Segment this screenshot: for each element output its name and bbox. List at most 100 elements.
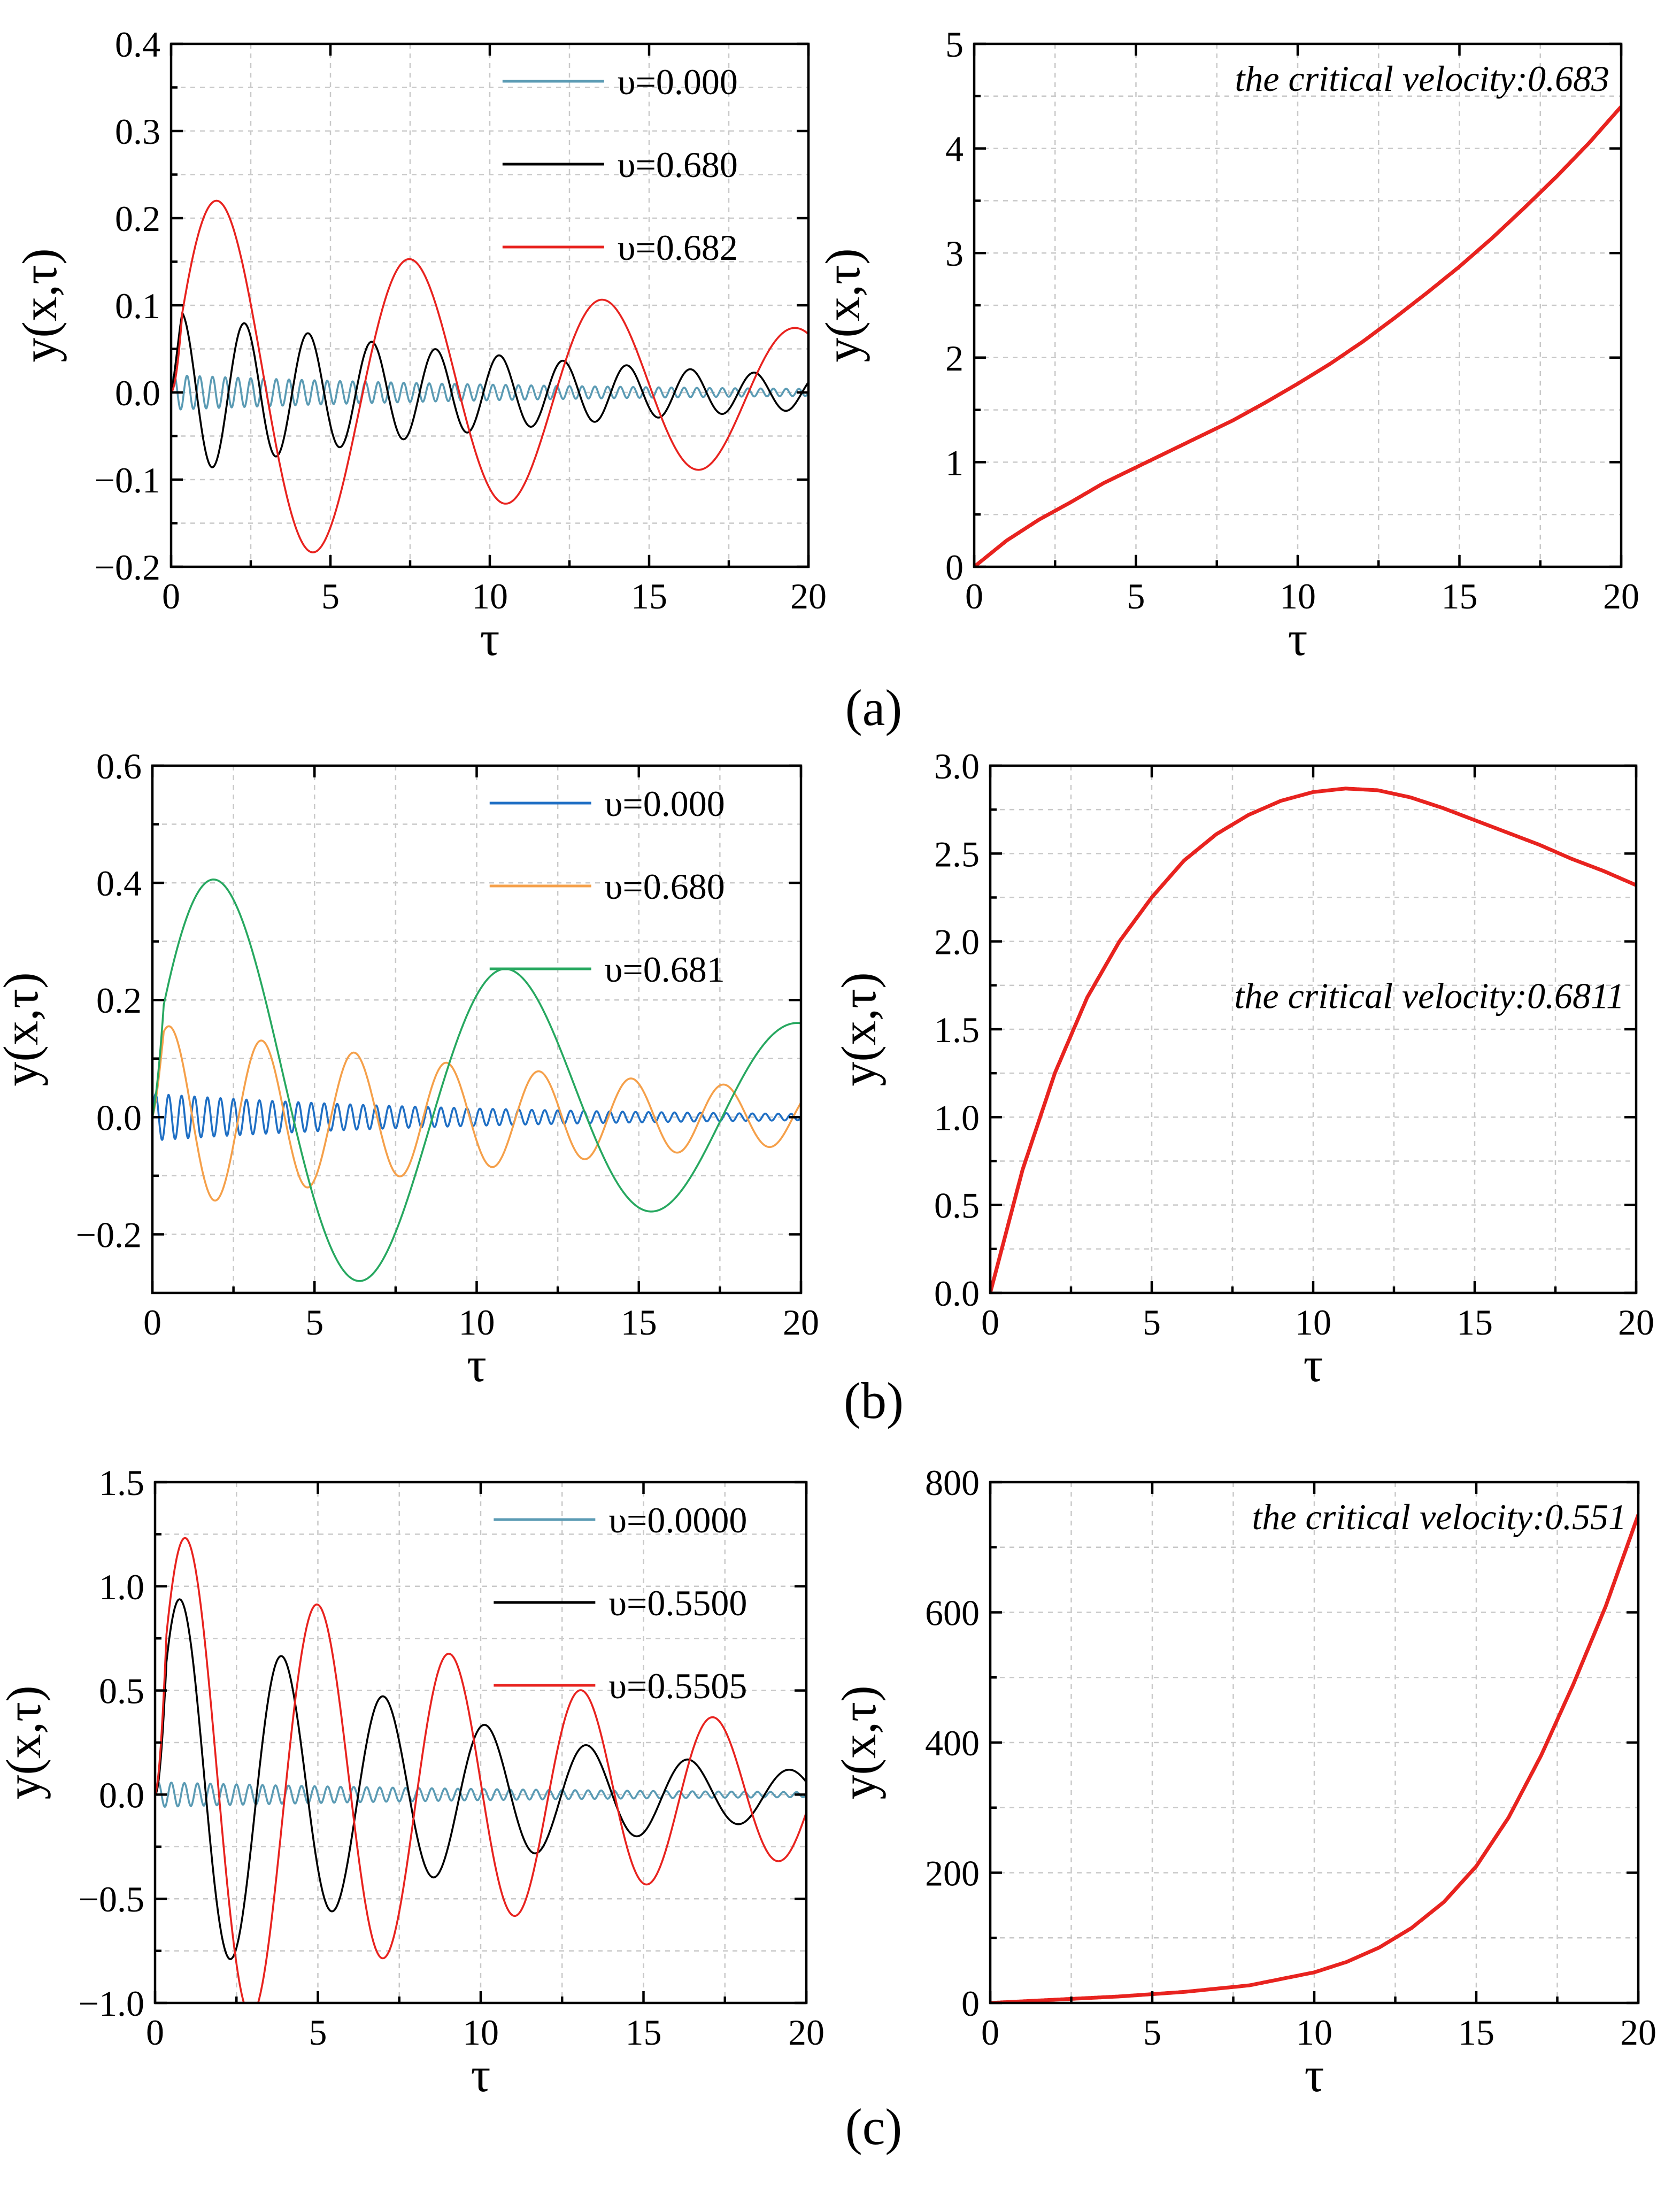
x-tick-label: 10 — [463, 2012, 499, 2053]
x-tick-label: 20 — [1620, 2012, 1656, 2053]
annotation-text: the critical velocity:0.683 — [1235, 58, 1609, 99]
y-tick-label: 0.2 — [96, 980, 142, 1021]
legend-label: υ=0.5500 — [608, 1583, 747, 1623]
x-tick-label: 20 — [1618, 1302, 1654, 1343]
y-tick-label: 0 — [945, 547, 964, 588]
legend-label: υ=0.5505 — [608, 1666, 747, 1706]
x-tick-label: 0 — [146, 2012, 164, 2053]
x-tick-label: 15 — [626, 2012, 662, 2053]
chart-b-left: 0 5 10 15 20 −0.2 0.0 0.2 0.4 0.6 τ y(x,τ) υ=0.000 υ=… — [0, 746, 819, 1392]
x-tick-label: 5 — [321, 576, 340, 616]
y-tick-label: 0.6 — [96, 746, 142, 787]
x-tick-label: 20 — [790, 576, 827, 616]
series-line-0 — [152, 1093, 801, 1141]
y-axis-title: y(x,τ) — [815, 248, 870, 362]
series-line-0 — [155, 1781, 806, 1808]
chart-a-left: 0 5 10 15 20 −0.2 −0.1 0.0 0.1 0.2 0.3 0.4 τ y(x,τ) υ=… — [12, 24, 827, 666]
x-tick-label: 0 — [162, 576, 180, 616]
y-tick-label: 1 — [945, 442, 964, 483]
y-tick-label: 4 — [945, 129, 964, 169]
x-tick-label: 5 — [309, 2012, 327, 2053]
x-axis-title: τ — [1305, 2047, 1324, 2102]
x-axis-title: τ — [467, 1337, 487, 1392]
y-tick-label: −0.5 — [79, 1879, 144, 1920]
y-tick-label: 2.0 — [934, 922, 980, 962]
chart-b-right: 0 5 10 15 20 0.0 0.5 1.0 1.5 2.0 2.5 3.0 τ y(x,τ) the … — [831, 746, 1654, 1392]
legend-label: υ=0.681 — [605, 949, 725, 990]
x-tick-label: 10 — [459, 1302, 495, 1343]
x-axis-title: τ — [1304, 1337, 1323, 1392]
x-tick-label: 0 — [965, 576, 983, 616]
y-tick-label: 2 — [945, 338, 964, 379]
y-tick-label: 0 — [961, 1983, 980, 2024]
y-tick-label: 0.1 — [115, 286, 160, 326]
legend-label: υ=0.0000 — [608, 1500, 747, 1540]
x-tick-label: 5 — [305, 1302, 323, 1343]
x-tick-label: 15 — [1442, 576, 1478, 616]
annotation-text: the critical velocity:0.6811 — [1235, 976, 1624, 1016]
y-tick-label: 0.4 — [115, 24, 160, 65]
series-line-2 — [171, 199, 808, 553]
y-tick-label: 0.0 — [99, 1775, 144, 1815]
y-tick-label: 3 — [945, 233, 964, 274]
series-line-2 — [155, 1537, 806, 2003]
x-tick-label: 0 — [981, 1302, 999, 1343]
series-line-0 — [990, 1514, 1638, 2003]
panel-label-c: (c) — [845, 2098, 903, 2155]
series-line-0 — [974, 105, 1621, 567]
annotation-text: the critical velocity:0.551 — [1252, 1497, 1627, 1537]
x-tick-label: 5 — [1143, 2012, 1161, 2053]
y-tick-label: 1.5 — [99, 1462, 144, 1503]
legend-label: υ=0.682 — [618, 227, 738, 268]
legend-label: υ=0.000 — [605, 783, 725, 824]
y-tick-label: 0.4 — [96, 863, 142, 904]
y-tick-label: 5 — [945, 24, 964, 65]
x-axis-title: τ — [480, 611, 500, 666]
legend-label: υ=0.680 — [618, 144, 738, 185]
chart-a-right: 0 5 10 15 20 0 1 2 3 4 5 τ y(x,τ) the critical veloci… — [815, 24, 1639, 666]
y-tick-label: −0.1 — [95, 460, 160, 500]
legend-label: υ=0.680 — [605, 866, 725, 907]
x-tick-label: 15 — [621, 1302, 657, 1343]
x-tick-label: 10 — [472, 576, 508, 616]
x-tick-label: 15 — [631, 576, 667, 616]
x-tick-label: 20 — [1603, 576, 1639, 616]
x-tick-label: 15 — [1458, 2012, 1494, 2053]
series-line-1 — [155, 1598, 806, 1960]
series-line-1 — [152, 1025, 801, 1202]
y-tick-label: −0.2 — [95, 547, 160, 588]
y-axis-title: y(x,τ) — [0, 1685, 51, 1799]
y-tick-label: 0.0 — [934, 1273, 980, 1314]
x-tick-label: 10 — [1295, 1302, 1331, 1343]
y-axis-title: y(x,τ) — [0, 972, 48, 1086]
x-tick-label: 5 — [1127, 576, 1145, 616]
y-tick-label: 1.5 — [934, 1009, 980, 1050]
panel-label-a: (a) — [845, 679, 903, 736]
y-tick-label: −0.2 — [76, 1214, 142, 1255]
y-tick-label: 0.5 — [99, 1671, 144, 1712]
y-tick-label: 0.2 — [115, 198, 160, 239]
y-tick-label: 1.0 — [934, 1097, 980, 1138]
series-line-0 — [171, 374, 808, 411]
y-tick-label: 2.5 — [934, 834, 980, 874]
x-tick-label: 0 — [981, 2012, 999, 2053]
x-tick-label: 10 — [1280, 576, 1316, 616]
x-tick-label: 0 — [143, 1302, 161, 1343]
y-axis-title: y(x,τ) — [12, 248, 67, 362]
panel-label-b: (b) — [844, 1372, 904, 1429]
y-tick-label: 0.0 — [115, 373, 160, 413]
y-tick-label: 600 — [925, 1593, 980, 1633]
x-axis-title: τ — [471, 2047, 491, 2102]
series-line-0 — [990, 787, 1636, 1293]
x-tick-label: 10 — [1296, 2012, 1332, 2053]
x-axis-title: τ — [1288, 611, 1308, 666]
y-tick-label: 200 — [925, 1853, 980, 1894]
y-tick-label: 800 — [925, 1462, 980, 1503]
y-tick-label: 1.0 — [99, 1567, 144, 1607]
x-tick-label: 15 — [1456, 1302, 1493, 1343]
y-tick-label: 0.0 — [96, 1097, 142, 1138]
y-axis-title: y(x,τ) — [831, 972, 886, 1086]
x-tick-label: 5 — [1143, 1302, 1161, 1343]
